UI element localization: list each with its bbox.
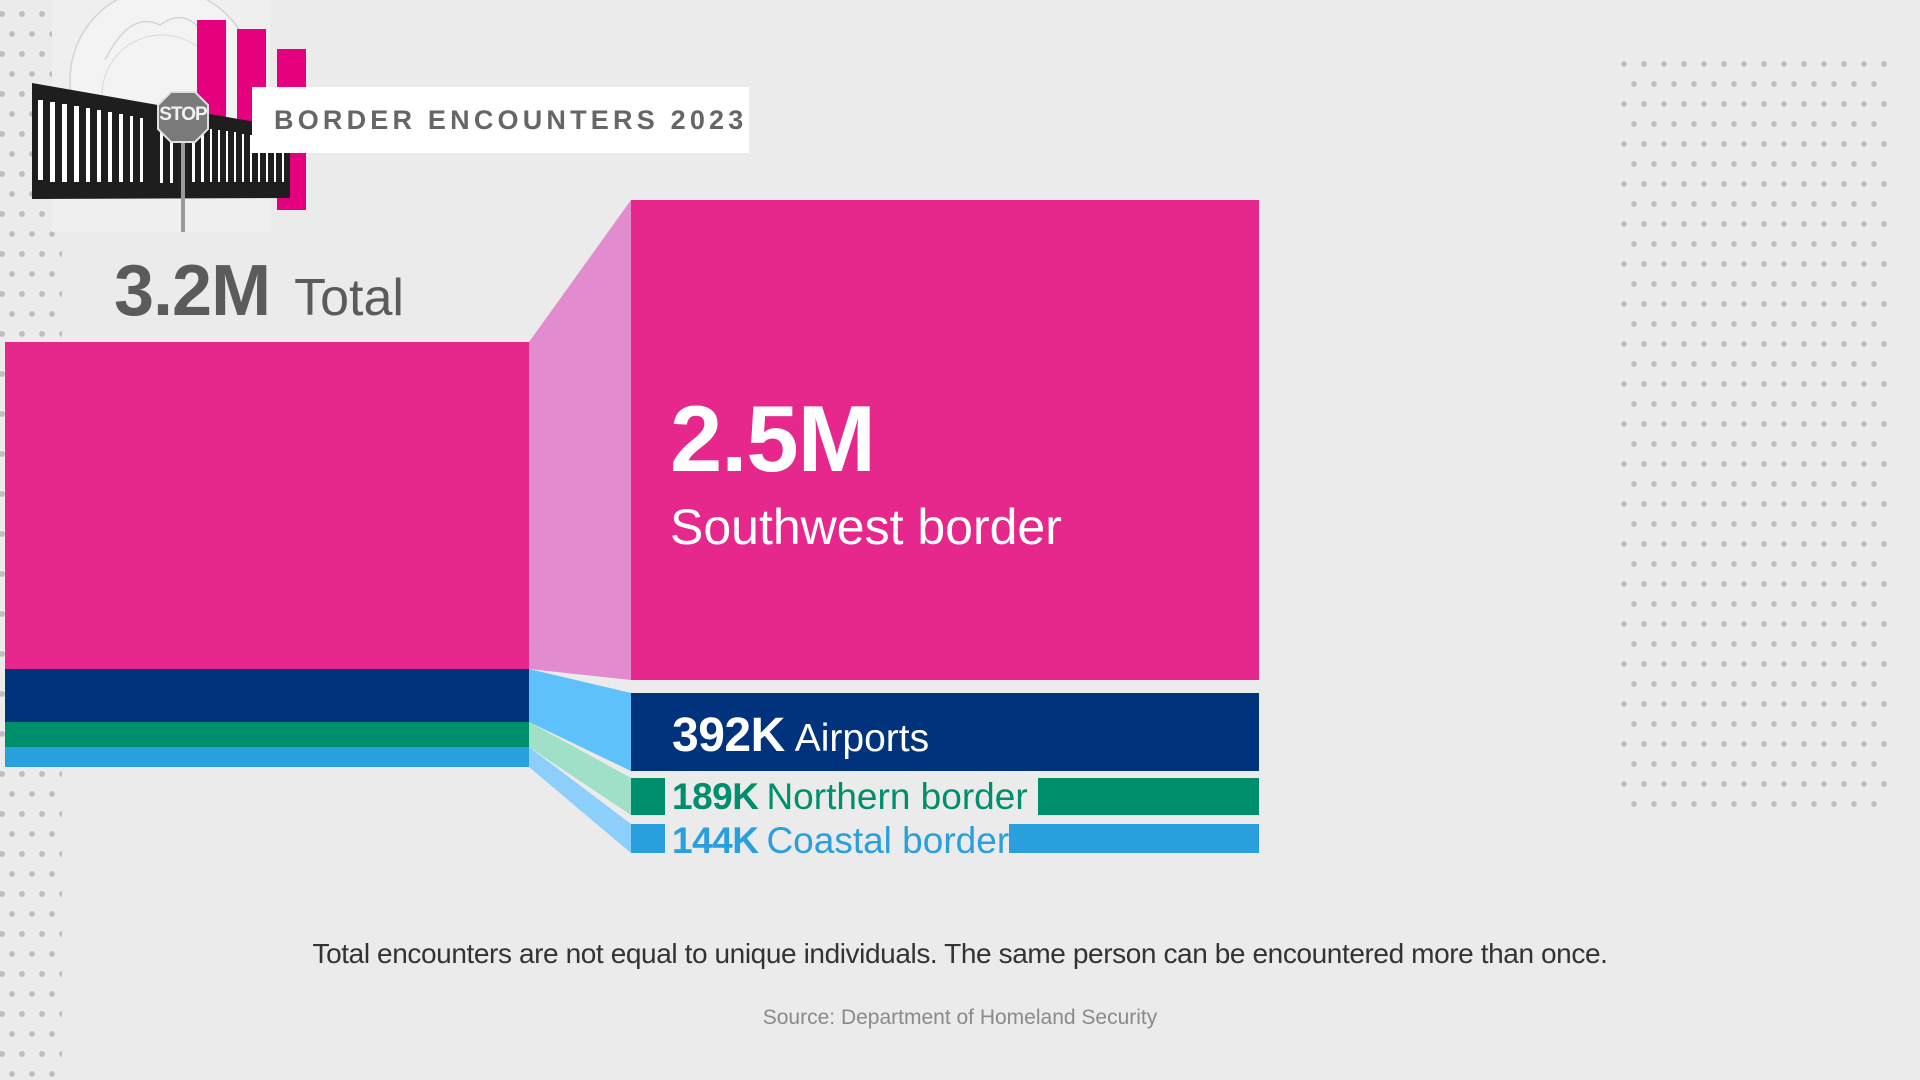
bar-coastal xyxy=(1009,824,1259,853)
northern-value: 189K xyxy=(672,776,759,817)
bar-coastal-chip xyxy=(631,824,665,853)
dot-pattern-right xyxy=(1618,48,1888,820)
chart-title-box: BORDER ENCOUNTERS 2023 xyxy=(252,87,749,153)
airports-label-row: 392K Airports xyxy=(672,712,929,760)
coastal-label: Coastal border xyxy=(766,820,1010,861)
airports-label: Airports xyxy=(794,717,930,760)
connector-coastal xyxy=(529,747,631,853)
source-credit: Source: Department of Homeland Security xyxy=(762,1006,1158,1029)
connector-airports xyxy=(529,669,631,771)
footnote: Total encounters are not equal to unique… xyxy=(312,938,1608,969)
stop-sign-text: STOP xyxy=(159,104,207,125)
total-summary: 3.2M Total xyxy=(114,250,404,332)
northern-label: Northern border xyxy=(766,776,1028,817)
connector-northern xyxy=(529,722,631,815)
bar-northern xyxy=(1038,778,1259,815)
total-label: Total xyxy=(294,269,404,327)
southwest-label: Southwest border xyxy=(670,499,1062,555)
connector-southwest xyxy=(529,200,631,680)
airports-value: 392K xyxy=(672,709,785,762)
coastal-value: 144K xyxy=(672,820,759,861)
chart-title: BORDER ENCOUNTERS 2023 xyxy=(274,104,748,135)
bar-northern-chip xyxy=(631,778,665,815)
stacked-segment-coastal xyxy=(5,747,529,767)
stacked-segment-airports xyxy=(5,669,529,722)
total-value: 3.2M xyxy=(114,251,271,331)
bar-airports xyxy=(631,693,1259,771)
coastal-label-row: 144K Coastal border xyxy=(672,822,1009,859)
stacked-segment-southwest xyxy=(5,342,529,669)
border-fence-illustration xyxy=(32,0,306,232)
southwest-value: 2.5M xyxy=(670,386,876,491)
northern-label-row: 189K Northern border xyxy=(672,778,1028,815)
bar-southwest xyxy=(631,200,1259,680)
stacked-segment-northern xyxy=(5,722,529,747)
